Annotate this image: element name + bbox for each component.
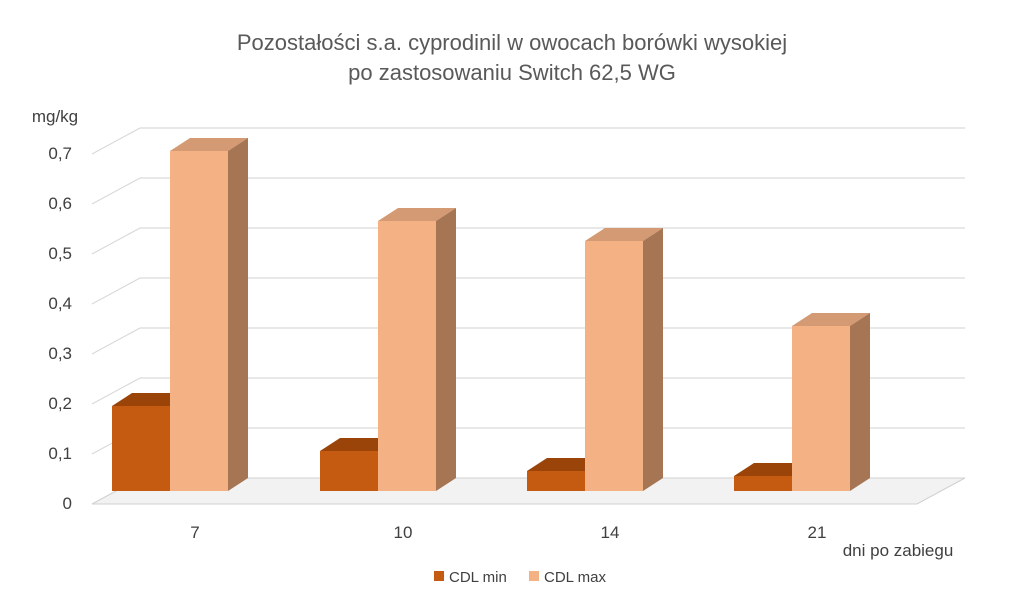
y-tick-label: 0,5: [48, 244, 72, 263]
bar-cdl-max: [170, 138, 248, 491]
gridline: [91, 177, 965, 205]
x-tick-label: 10: [394, 523, 413, 542]
chart-title: Pozostałości s.a. cyprodinil w owocach b…: [237, 30, 787, 85]
chart-title-line-2: po zastosowaniu Switch 62,5 WG: [348, 60, 676, 85]
bar-cdl-max: [378, 208, 456, 491]
x-tick-label: 14: [601, 523, 620, 542]
y-tick-label: 0,3: [48, 344, 72, 363]
y-tick-label: 0,4: [48, 294, 72, 313]
y-tick-label: 0,2: [48, 394, 72, 413]
y-tick-label: 0,6: [48, 194, 72, 213]
chart-title-line-1: Pozostałości s.a. cyprodinil w owocach b…: [237, 30, 787, 55]
x-axis-ticks: 7 10 14 21: [190, 523, 826, 542]
y-tick-label: 0,7: [48, 144, 72, 163]
gridline: [91, 127, 965, 155]
x-tick-label: 21: [808, 523, 827, 542]
bar-cdl-max: [585, 228, 663, 491]
gridline: [91, 227, 965, 255]
y-axis-label: mg/kg: [32, 107, 78, 126]
x-axis-label: dni po zabiegu: [843, 541, 954, 560]
legend-item: CDL min: [434, 569, 507, 586]
x-tick-label: 7: [190, 523, 199, 542]
legend-swatch: [434, 571, 444, 581]
gridline: [91, 277, 965, 305]
legend-label: CDL max: [544, 569, 606, 586]
bars: [112, 138, 870, 491]
legend: CDL min CDL max: [434, 569, 606, 586]
bar-cdl-max: [792, 313, 870, 491]
y-axis-ticks: 0 0,1 0,2 0,3 0,4 0,5 0,6 0,7: [48, 144, 72, 513]
legend-item: CDL max: [529, 569, 606, 586]
legend-swatch: [529, 571, 539, 581]
y-tick-label: 0: [63, 494, 72, 513]
legend-label: CDL min: [449, 569, 507, 586]
y-tick-label: 0,1: [48, 444, 72, 463]
